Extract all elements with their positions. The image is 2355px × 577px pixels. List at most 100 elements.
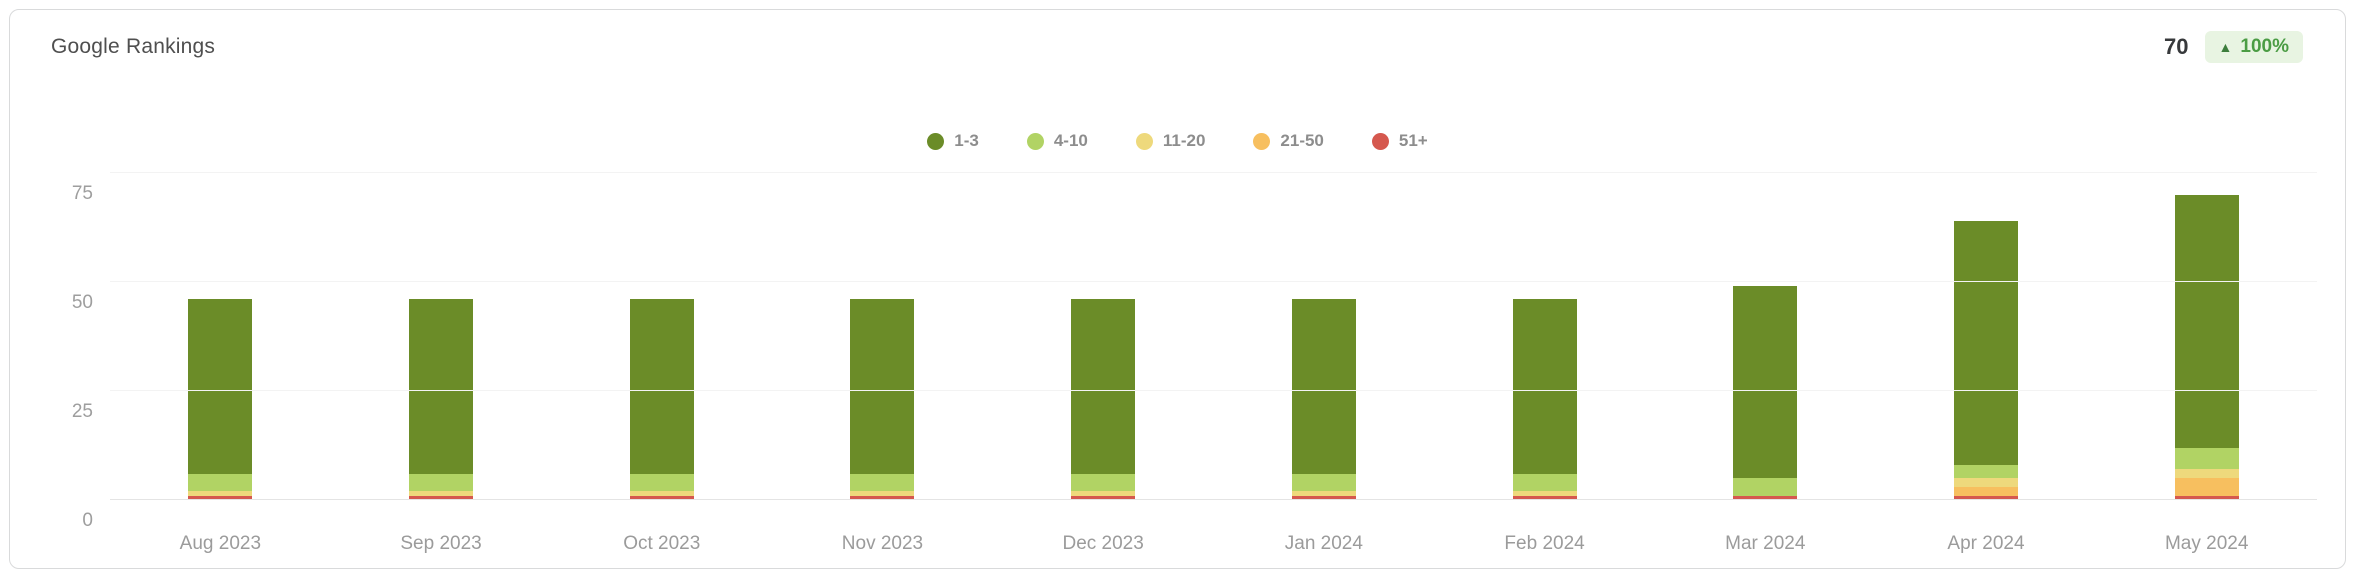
bar-segment-21-50[interactable]: [1953, 486, 2018, 496]
page-title: Google Rankings: [51, 35, 216, 58]
legend-item-4-10[interactable]: 4-10: [1026, 131, 1088, 151]
bar-slot-sep-2023: [331, 161, 552, 500]
legend-item-1-3[interactable]: 1-3: [927, 131, 979, 151]
legend-dot-icon: [1026, 132, 1044, 150]
x-axis-label: Apr 2024: [1947, 533, 2025, 554]
stacked-bar-apr-2024[interactable]: [1953, 220, 2018, 500]
bar-slot-jan-2024: [1214, 161, 1435, 500]
bar-segment-51+[interactable]: [188, 495, 253, 500]
bar-segment-4-10[interactable]: [1071, 473, 1136, 492]
bar-slot-feb-2024: [1434, 161, 1655, 500]
y-tick-label-50: 50: [71, 292, 93, 313]
x-axis-label: Mar 2024: [1725, 533, 1806, 554]
bar-segment-51+[interactable]: [1953, 495, 2018, 500]
bar-segment-11-20[interactable]: [1071, 491, 1136, 496]
bar-segment-4-10[interactable]: [1953, 465, 2018, 479]
y-tick-label-75: 75: [71, 183, 93, 204]
stacked-bar-sep-2023[interactable]: [409, 299, 474, 500]
trend-up-icon: ▲: [2218, 39, 2233, 55]
bar-slot-dec-2023: [993, 161, 1214, 500]
gridline-0: 0: [82, 499, 2317, 531]
x-axis-label: May 2024: [2164, 533, 2249, 554]
legend-label: 51+: [1398, 131, 1428, 150]
x-axis-label: Oct 2023: [623, 533, 701, 554]
bar-segment-1-3[interactable]: [188, 299, 253, 474]
bar-segment-11-20[interactable]: [1953, 478, 2018, 487]
legend-label: 11-20: [1162, 131, 1206, 150]
bar-segment-1-3[interactable]: [2174, 194, 2239, 448]
bar-segment-4-10[interactable]: [1733, 478, 1798, 496]
bar-segment-1-3[interactable]: [629, 299, 694, 474]
bar-segment-51+[interactable]: [1512, 495, 1577, 500]
x-axis-label: Dec 2023: [1062, 533, 1144, 554]
bar-segment-11-20[interactable]: [1512, 491, 1577, 496]
bar-segment-51+[interactable]: [1733, 495, 1798, 500]
bar-segment-4-10[interactable]: [409, 473, 474, 492]
card-header: Google Rankings 70 ▲ 100%: [51, 24, 2303, 70]
bar-segment-11-20[interactable]: [629, 491, 694, 496]
bar-segment-51+[interactable]: [409, 495, 474, 500]
bar-segment-51+[interactable]: [850, 495, 915, 500]
stacked-bar-nov-2023[interactable]: [850, 299, 915, 500]
bar-segment-1-3[interactable]: [850, 299, 915, 474]
bars-container: [110, 161, 2317, 500]
bar-slot-may-2024: [2096, 161, 2317, 500]
bar-segment-51+[interactable]: [2174, 495, 2239, 500]
bar-segment-4-10[interactable]: [1512, 473, 1577, 492]
bar-segment-1-3[interactable]: [1291, 299, 1356, 474]
bar-segment-1-3[interactable]: [1733, 286, 1798, 479]
bar-segment-11-20[interactable]: [2174, 469, 2239, 479]
bar-segment-11-20[interactable]: [188, 491, 253, 496]
x-axis-label: Jan 2024: [1284, 533, 1363, 554]
x-axis-label: Aug 2023: [179, 533, 262, 554]
legend-dot-icon: [927, 132, 945, 150]
legend-label: 1-3: [954, 131, 979, 150]
bar-segment-4-10[interactable]: [2174, 447, 2239, 470]
bar-segment-1-3[interactable]: [409, 299, 474, 474]
bar-segment-51+[interactable]: [1291, 495, 1356, 500]
stacked-bar-jan-2024[interactable]: [1291, 299, 1356, 500]
bar-segment-11-20[interactable]: [850, 491, 915, 496]
bar-segment-4-10[interactable]: [850, 473, 915, 492]
chart-legend: 1-3 4-10 11-20 21-50 51+: [10, 131, 2345, 151]
bar-segment-4-10[interactable]: [629, 473, 694, 492]
bar-slot-oct-2023: [551, 161, 772, 500]
stacked-bar-oct-2023[interactable]: [629, 299, 694, 500]
bar-segment-11-20[interactable]: [1291, 491, 1356, 496]
bar-slot-aug-2023: [110, 161, 331, 500]
google-rankings-card: Google Rankings 70 ▲ 100% 1-3 4-10 11-20 21…: [9, 9, 2346, 569]
bar-segment-1-3[interactable]: [1512, 299, 1577, 474]
gridline-50: 50: [72, 281, 2317, 313]
bar-segment-51+[interactable]: [629, 495, 694, 500]
legend-item-11-20[interactable]: 11-20: [1135, 131, 1206, 151]
chart-plot-area: 0 25 50 75: [72, 161, 2317, 531]
header-metrics: 70 ▲ 100%: [2164, 31, 2303, 63]
stacked-bar-may-2024[interactable]: [2174, 194, 2239, 500]
bar-segment-1-3[interactable]: [1953, 220, 2018, 466]
legend-item-21-50[interactable]: 21-50: [1253, 131, 1324, 151]
stacked-bar-mar-2024[interactable]: [1733, 286, 1798, 500]
bar-segment-21-50[interactable]: [2174, 478, 2239, 496]
bar-slot-nov-2023: [772, 161, 993, 500]
bar-slot-mar-2024: [1655, 161, 1876, 500]
bar-segment-11-20[interactable]: [409, 491, 474, 496]
legend-label: 4-10: [1053, 131, 1088, 150]
legend-dot-icon: [1371, 132, 1389, 150]
trend-percentage: 100%: [2240, 36, 2289, 57]
current-value: 70: [2164, 34, 2189, 59]
gridline-25: 25: [72, 390, 2317, 422]
stacked-bar-aug-2023[interactable]: [188, 299, 253, 500]
legend-label: 21-50: [1280, 131, 1324, 150]
stacked-bar-feb-2024[interactable]: [1512, 299, 1577, 500]
legend-dot-icon: [1135, 132, 1153, 150]
y-tick-label-0: 0: [82, 510, 93, 531]
bar-segment-4-10[interactable]: [1291, 473, 1356, 492]
bar-segment-1-3[interactable]: [1071, 299, 1136, 474]
x-axis-labels: Aug 2023 Sep 2023 Oct 2023 Nov 2023 Dec 2023…: [110, 533, 2317, 555]
legend-dot-icon: [1253, 132, 1271, 150]
bar-segment-51+[interactable]: [1071, 495, 1136, 500]
y-tick-label-25: 25: [71, 401, 93, 422]
legend-item-51+[interactable]: 51+: [1371, 131, 1428, 151]
bar-segment-4-10[interactable]: [188, 473, 253, 492]
stacked-bar-dec-2023[interactable]: [1071, 299, 1136, 500]
